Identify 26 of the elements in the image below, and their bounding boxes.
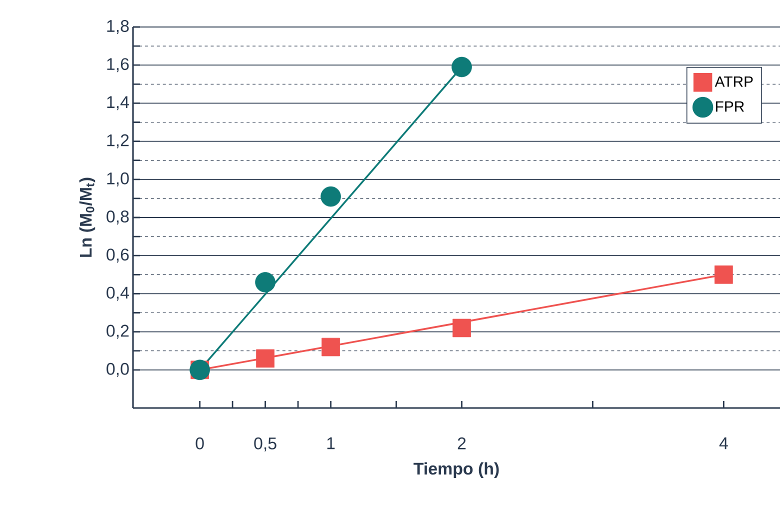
- x-tick-label: 2: [458, 437, 466, 450]
- point: [255, 272, 276, 292]
- y-tick-label: 0,6: [106, 248, 129, 263]
- y-tick-label: 0,2: [106, 324, 129, 339]
- y-tick-label: 0,0: [106, 362, 129, 377]
- x-tick-label: 0: [196, 437, 204, 450]
- y-tick-label: 1,2: [107, 134, 129, 148]
- x-tick-label: 0,5: [254, 437, 276, 452]
- point: [452, 318, 471, 338]
- point: [320, 186, 341, 207]
- y-tick-label: 0,8: [106, 210, 129, 224]
- point: [714, 265, 733, 284]
- y-tick-label: 1,0: [107, 172, 129, 186]
- legend-label: ATRP: [714, 76, 753, 87]
- y-tick-label: 1,6: [107, 58, 129, 72]
- y-tick-label: 0,4: [106, 286, 129, 301]
- legend-label: FPR: [716, 101, 744, 112]
- x-axis-title: Tiempo (h): [414, 462, 499, 478]
- y-tick-label: 1,4: [107, 96, 129, 110]
- x-tick-label: 1: [327, 437, 335, 450]
- y-axis-title: Ln (M$_{0}$/M$_{t}$): [79, 178, 96, 257]
- y-tick-label: 1,8: [107, 20, 129, 34]
- point: [256, 349, 274, 368]
- point: [452, 56, 472, 78]
- point: [322, 338, 340, 356]
- x-tick-label: 4: [719, 437, 728, 450]
